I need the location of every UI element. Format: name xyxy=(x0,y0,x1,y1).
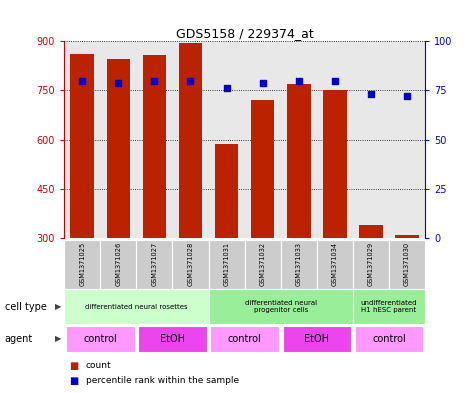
Bar xyxy=(136,240,172,289)
Text: GSM1371034: GSM1371034 xyxy=(332,242,338,286)
Bar xyxy=(395,235,419,336)
Bar xyxy=(172,240,209,289)
Text: percentile rank within the sample: percentile rank within the sample xyxy=(86,376,238,385)
Bar xyxy=(100,240,136,289)
Text: cell type: cell type xyxy=(5,301,47,312)
Bar xyxy=(323,90,347,336)
Point xyxy=(78,77,86,84)
Text: ■: ■ xyxy=(69,361,78,371)
Bar xyxy=(64,240,100,289)
Bar xyxy=(209,240,245,289)
Point xyxy=(223,85,230,92)
Point xyxy=(114,79,122,86)
Text: control: control xyxy=(228,334,262,344)
Text: GSM1371033: GSM1371033 xyxy=(296,242,302,286)
Bar xyxy=(209,289,353,324)
Bar xyxy=(355,326,423,352)
Point xyxy=(331,77,339,84)
Bar xyxy=(281,240,317,289)
Bar xyxy=(353,240,389,289)
Bar xyxy=(245,240,281,289)
Text: EtOH: EtOH xyxy=(304,334,329,344)
Text: undifferentiated
H1 hESC parent: undifferentiated H1 hESC parent xyxy=(361,300,417,313)
Text: count: count xyxy=(86,361,111,370)
Text: differentiated neural rosettes: differentiated neural rosettes xyxy=(85,303,188,310)
Bar xyxy=(106,59,130,336)
Bar xyxy=(353,289,425,324)
Bar xyxy=(64,289,209,324)
Point xyxy=(259,79,266,86)
Text: GSM1371027: GSM1371027 xyxy=(152,242,157,286)
Bar xyxy=(66,326,134,352)
Point xyxy=(403,93,411,99)
Bar xyxy=(215,144,238,336)
Text: control: control xyxy=(372,334,406,344)
Text: GSM1371028: GSM1371028 xyxy=(188,242,193,286)
Bar xyxy=(138,326,207,352)
Text: control: control xyxy=(83,334,117,344)
Text: GSM1371029: GSM1371029 xyxy=(368,242,374,286)
Text: ■: ■ xyxy=(69,376,78,386)
Text: differentiated neural
progenitor cells: differentiated neural progenitor cells xyxy=(245,300,317,313)
Point xyxy=(367,91,375,97)
Bar xyxy=(317,240,353,289)
Text: agent: agent xyxy=(5,334,33,344)
Bar xyxy=(210,326,279,352)
Bar xyxy=(283,326,351,352)
Bar xyxy=(70,54,94,336)
Text: GSM1371030: GSM1371030 xyxy=(404,242,410,286)
Point xyxy=(187,77,194,84)
Text: GSM1371025: GSM1371025 xyxy=(79,242,85,286)
Text: GSM1371026: GSM1371026 xyxy=(115,242,121,286)
Bar xyxy=(179,43,202,336)
Point xyxy=(295,77,303,84)
Title: GDS5158 / 229374_at: GDS5158 / 229374_at xyxy=(176,27,314,40)
Text: ▶: ▶ xyxy=(55,302,62,311)
Text: EtOH: EtOH xyxy=(160,334,185,344)
Bar xyxy=(287,84,311,336)
Text: ▶: ▶ xyxy=(55,334,62,343)
Point xyxy=(151,77,158,84)
Bar xyxy=(251,100,275,336)
Bar xyxy=(359,225,383,336)
Text: GSM1371031: GSM1371031 xyxy=(224,242,229,286)
Bar xyxy=(142,55,166,336)
Text: GSM1371032: GSM1371032 xyxy=(260,242,266,286)
Bar xyxy=(389,240,425,289)
